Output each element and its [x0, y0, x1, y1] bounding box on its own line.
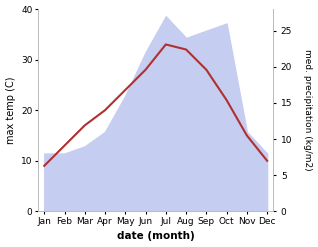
Y-axis label: med. precipitation (kg/m2): med. precipitation (kg/m2) — [303, 49, 313, 171]
Y-axis label: max temp (C): max temp (C) — [5, 76, 16, 144]
X-axis label: date (month): date (month) — [117, 231, 195, 242]
